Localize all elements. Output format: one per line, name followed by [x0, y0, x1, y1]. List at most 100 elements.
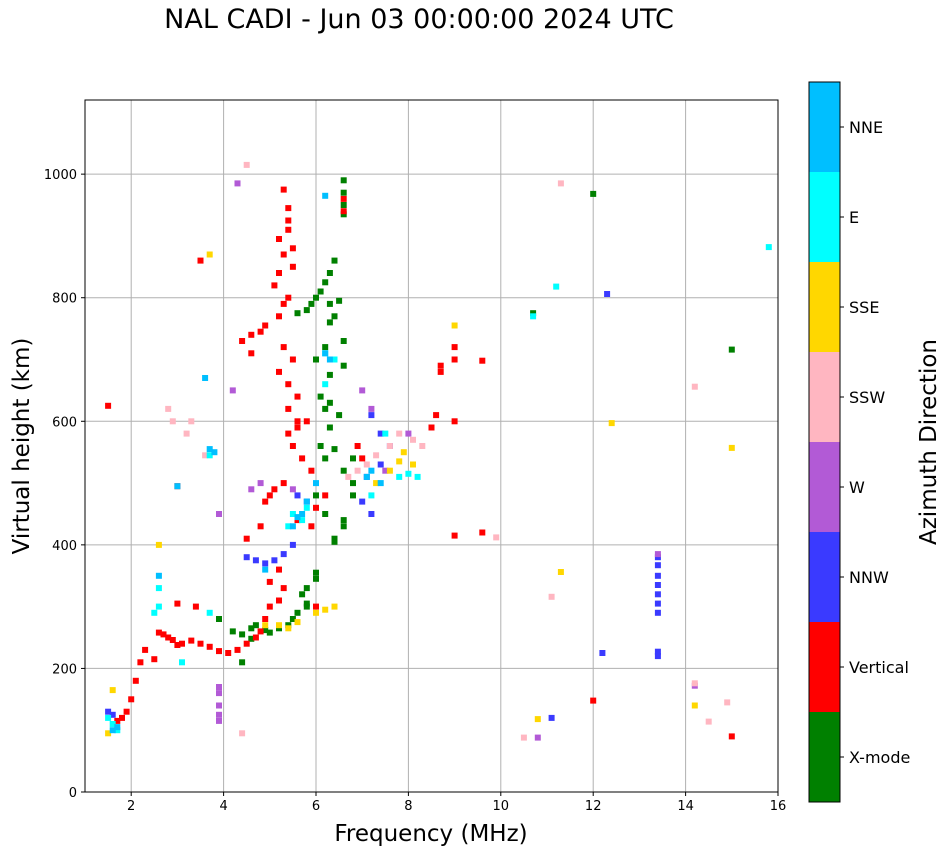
data-point-x-mode — [252, 622, 259, 629]
data-point-vertical — [155, 629, 162, 636]
data-point-vertical — [276, 566, 282, 573]
data-point-x-mode — [303, 307, 310, 314]
colorbar-segment — [809, 622, 840, 712]
data-point-e — [155, 603, 162, 610]
data-point-e — [155, 585, 162, 592]
data-point-e — [151, 609, 158, 616]
data-point-x-mode — [326, 300, 333, 307]
data-point-x-mode — [262, 627, 269, 634]
data-point-vertical — [280, 344, 287, 351]
x-tick-label: 10 — [493, 799, 510, 814]
data-point-sse — [313, 609, 319, 616]
colorbar-label: SSE — [849, 298, 879, 317]
data-point-vertical — [216, 648, 222, 655]
data-point-x-mode — [326, 424, 333, 431]
data-point-w — [368, 405, 375, 412]
data-point-ssw — [520, 734, 527, 741]
data-point-w — [216, 684, 222, 690]
colorbar-segment — [809, 532, 840, 622]
data-point-nne — [326, 356, 333, 363]
data-point-w — [216, 511, 222, 517]
data-point-sse — [557, 569, 564, 575]
data-point-vertical — [289, 356, 296, 363]
data-point-x-mode — [317, 393, 324, 400]
data-point-nnw — [654, 554, 661, 561]
data-point-x-mode — [248, 625, 255, 632]
y-axis-ticks: 0 200 400 600 800 1000 — [44, 168, 85, 801]
data-point-vertical — [197, 257, 204, 264]
data-point-vertical — [114, 717, 121, 724]
data-point-vertical — [285, 294, 292, 301]
data-point-vertical — [285, 226, 292, 233]
data-point-vertical — [313, 603, 319, 610]
colorbar-segment — [809, 172, 840, 262]
y-tick-label: 0 — [69, 786, 77, 801]
data-point-x-mode — [336, 297, 343, 304]
data-point-nnw — [548, 714, 555, 721]
data-point-nne — [174, 483, 181, 490]
data-point-sse — [373, 480, 380, 487]
data-point-vertical — [257, 328, 264, 335]
data-point-nne — [303, 498, 310, 505]
data-point-vertical — [248, 331, 255, 338]
data-point-nne — [109, 727, 116, 734]
data-point-vertical — [142, 646, 149, 653]
data-point-vertical — [354, 443, 361, 449]
data-point-x-mode — [350, 455, 356, 462]
colorbar-label: W — [849, 478, 865, 497]
data-point-x-mode — [294, 310, 301, 317]
plot-frame — [84, 99, 779, 793]
data-point-x-mode — [340, 362, 347, 369]
data-point-vertical — [192, 603, 199, 610]
data-point-nne — [368, 467, 375, 474]
data-point-ssw — [363, 461, 370, 468]
data-point-w — [234, 180, 241, 187]
x-tick-label: 14 — [677, 799, 694, 814]
x-tick-label: 6 — [312, 799, 320, 814]
data-point-vertical — [132, 677, 139, 684]
colorbar-title: Azimuth Direction — [916, 339, 942, 545]
data-point-e — [303, 504, 310, 511]
data-point-nne — [114, 724, 121, 731]
data-point-vertical — [188, 637, 195, 644]
data-point-vertical — [437, 368, 444, 375]
data-point-nnw — [604, 291, 611, 297]
data-point-nne — [363, 473, 370, 480]
data-point-vertical — [174, 642, 181, 648]
data-point-nnw — [599, 650, 606, 656]
data-point-w — [382, 467, 389, 474]
data-point-w — [257, 480, 264, 487]
data-point-x-mode — [317, 288, 324, 295]
data-point-vertical — [340, 195, 347, 202]
data-point-x-mode — [285, 622, 292, 629]
data-point-x-mode — [590, 190, 597, 197]
data-point-nnw — [654, 582, 661, 588]
y-tick-label: 200 — [52, 662, 77, 677]
data-point-x-mode — [331, 538, 338, 545]
data-point-nnw — [654, 562, 661, 569]
data-point-vertical — [280, 186, 287, 193]
x-axis-label: Frequency (MHz) — [334, 821, 527, 847]
data-point-e — [414, 473, 421, 480]
data-point-x-mode — [326, 319, 333, 326]
data-point-x-mode — [322, 511, 329, 517]
data-point-vertical — [308, 467, 315, 474]
data-point-sse — [386, 467, 393, 474]
data-point-sse — [396, 458, 403, 465]
x-axis-ticks: 2 4 6 8 10 12 14 16 — [127, 792, 786, 814]
data-point-x-mode — [239, 659, 246, 666]
data-point-vertical — [294, 418, 301, 425]
data-point-x-mode — [350, 492, 356, 499]
data-point-e — [285, 523, 292, 530]
data-point-vertical — [266, 578, 273, 585]
data-point-e — [206, 609, 213, 616]
data-point-vertical — [451, 418, 458, 425]
data-point-vertical — [179, 640, 185, 647]
data-point-w — [289, 486, 296, 493]
data-point-vertical — [257, 523, 264, 530]
data-point-vertical — [451, 344, 458, 351]
data-point-vertical — [105, 402, 112, 409]
data-point-vertical — [243, 640, 250, 647]
data-point-w — [216, 702, 222, 709]
